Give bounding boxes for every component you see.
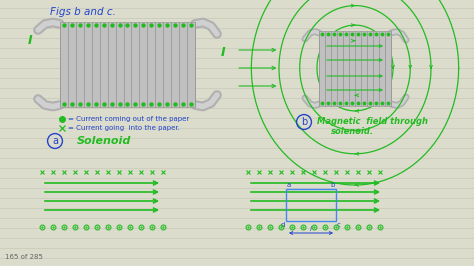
Text: a: a bbox=[287, 182, 291, 188]
Text: = Current going  into the paper.: = Current going into the paper. bbox=[68, 125, 180, 131]
Text: = Current coming out of the paper: = Current coming out of the paper bbox=[68, 116, 189, 122]
Text: I: I bbox=[221, 45, 225, 59]
Text: c: c bbox=[337, 222, 341, 228]
Text: I: I bbox=[27, 34, 32, 47]
Text: solenoid.: solenoid. bbox=[331, 127, 374, 135]
Text: b: b bbox=[331, 182, 335, 188]
Text: b: b bbox=[301, 117, 307, 127]
Text: Magnetic  field through: Magnetic field through bbox=[317, 118, 428, 127]
Text: Figs b and c.: Figs b and c. bbox=[50, 7, 116, 17]
Text: d: d bbox=[281, 222, 285, 228]
Text: a: a bbox=[52, 136, 58, 146]
Text: 165 of 285: 165 of 285 bbox=[5, 254, 43, 260]
Bar bbox=[286, 189, 336, 221]
Bar bbox=[319, 31, 391, 106]
Text: Solenoid: Solenoid bbox=[77, 136, 131, 146]
Text: l: l bbox=[310, 226, 312, 232]
Bar bbox=[60, 22, 195, 107]
